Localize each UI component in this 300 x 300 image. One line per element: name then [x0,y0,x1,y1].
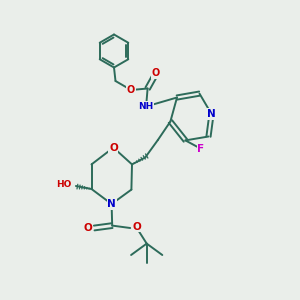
Text: N: N [107,199,116,209]
Text: O: O [83,223,92,233]
Text: N: N [207,109,216,119]
Text: O: O [152,68,160,79]
Text: O: O [127,85,135,95]
Text: HO: HO [56,180,72,189]
Text: F: F [197,144,205,154]
Text: O: O [132,221,141,232]
Text: NH: NH [139,102,154,111]
Text: O: O [109,142,118,153]
